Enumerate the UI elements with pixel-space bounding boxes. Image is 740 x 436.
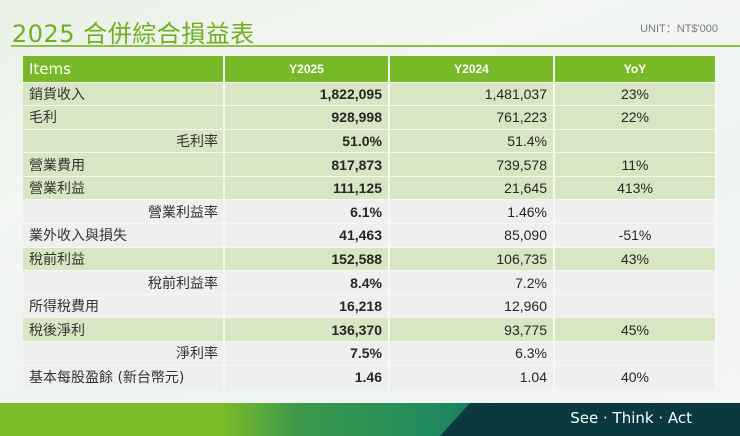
table-row: 業外收入與損失 41,463 85,090 -51% [23, 223, 717, 248]
income-statement-table: Items Y2025 Y2024 YoY 銷貨收入 1,822,095 1,481… [23, 56, 717, 389]
item-cell: 稅前利益 [23, 246, 225, 271]
table-row: 毛利 928,998 761,223 22% [23, 105, 717, 130]
item-cell: 銷貨收入 [23, 81, 225, 106]
y2024-cell: 12,960 [389, 293, 555, 318]
table-row: 淨利率 7.5% 6.3% [23, 341, 717, 366]
yoy-cell: 413% [554, 175, 717, 200]
y2025-cell: 152,588 [224, 246, 390, 271]
yoy-cell [554, 341, 717, 366]
y2024-cell: 761,223 [389, 105, 555, 130]
y2024-cell: 1.46% [389, 199, 555, 224]
item-cell: 淨利率 [23, 341, 225, 366]
yoy-cell: 23% [554, 81, 717, 106]
y2025-cell: 6.1% [224, 199, 390, 224]
yoy-cell: -51% [554, 223, 717, 248]
y2024-cell: 85,090 [389, 223, 555, 248]
yoy-cell: 45% [554, 317, 717, 342]
footer-banner: See · Think · Act [0, 403, 740, 436]
y2024-cell: 739,578 [389, 152, 555, 177]
table-row: 所得稅費用 16,218 12,960 [23, 293, 717, 318]
item-cell: 基本每股盈餘 (新台幣元) [23, 364, 225, 389]
footer-dark-band [440, 403, 740, 436]
yoy-cell: 40% [554, 364, 717, 389]
y2024-cell: 6.3% [389, 341, 555, 366]
column-header-y2024: Y2024 [389, 56, 555, 82]
item-cell: 營業利益率 [23, 199, 225, 224]
y2025-cell: 136,370 [224, 317, 390, 342]
y2025-cell: 1.46 [224, 364, 390, 389]
y2025-cell: 8.4% [224, 270, 390, 295]
yoy-cell [554, 199, 717, 224]
item-cell: 所得稅費用 [23, 293, 225, 318]
item-cell: 稅前利益率 [23, 270, 225, 295]
table-row: 營業費用 817,873 739,578 11% [23, 152, 717, 177]
title-divider [11, 45, 740, 47]
y2024-cell: 51.4% [389, 128, 555, 153]
y2024-cell: 21,645 [389, 175, 555, 200]
table-row: 營業利益率 6.1% 1.46% [23, 199, 717, 224]
yoy-cell: 11% [554, 152, 717, 177]
table-row: 毛利率 51.0% 51.4% [23, 128, 717, 153]
y2024-cell: 93,775 [389, 317, 555, 342]
yoy-cell [554, 293, 717, 318]
y2025-cell: 817,873 [224, 152, 390, 177]
tagline: See · Think · Act [570, 409, 692, 427]
y2024-cell: 7.2% [389, 270, 555, 295]
table-row: 銷貨收入 1,822,095 1,481,037 23% [23, 81, 717, 106]
yoy-cell [554, 128, 717, 153]
y2025-cell: 1,822,095 [224, 81, 390, 106]
column-header-y2025: Y2025 [224, 56, 390, 82]
y2025-cell: 16,218 [224, 293, 390, 318]
column-header-yoy: YoY [554, 56, 717, 82]
table-row: 營業利益 111,125 21,645 413% [23, 175, 717, 200]
item-cell: 營業費用 [23, 152, 225, 177]
item-cell: 稅後淨利 [23, 317, 225, 342]
page-title: 2025 合併綜合損益表 [12, 20, 255, 48]
table-row: 基本每股盈餘 (新台幣元) 1.46 1.04 40% [23, 364, 717, 389]
table-row: 稅後淨利 136,370 93,775 45% [23, 317, 717, 342]
yoy-cell [554, 270, 717, 295]
y2025-cell: 41,463 [224, 223, 390, 248]
table-row: 稅前利益 152,588 106,735 43% [23, 246, 717, 271]
item-cell: 業外收入與損失 [23, 223, 225, 248]
column-header-items: Items [23, 56, 225, 82]
y2025-cell: 111,125 [224, 175, 390, 200]
table-row: 稅前利益率 8.4% 7.2% [23, 270, 717, 295]
yoy-cell: 22% [554, 105, 717, 130]
item-cell: 毛利率 [23, 128, 225, 153]
y2024-cell: 1.04 [389, 364, 555, 389]
y2025-cell: 7.5% [224, 341, 390, 366]
item-cell: 毛利 [23, 105, 225, 130]
yoy-cell: 43% [554, 246, 717, 271]
item-cell: 營業利益 [23, 175, 225, 200]
y2025-cell: 928,998 [224, 105, 390, 130]
y2025-cell: 51.0% [224, 128, 390, 153]
y2024-cell: 106,735 [389, 246, 555, 271]
table-header-row: Items Y2025 Y2024 YoY [23, 56, 717, 82]
y2024-cell: 1,481,037 [389, 81, 555, 106]
unit-label: UNIT：NT$'000 [640, 23, 718, 35]
